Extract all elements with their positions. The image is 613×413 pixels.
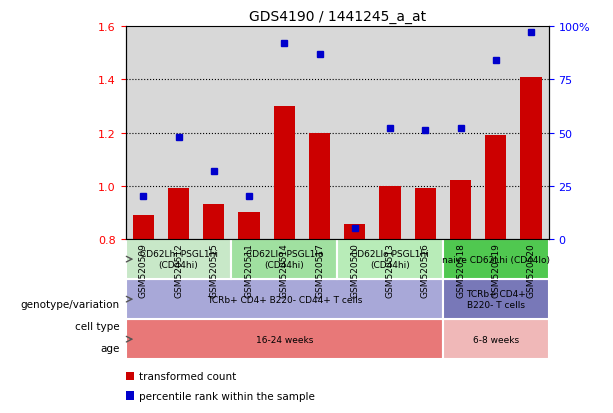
Bar [520,77,542,240]
Text: GSM520519: GSM520519 [491,242,500,297]
Text: GSM520513: GSM520513 [386,242,395,297]
Text: CD62Llo PSGL1hi
(CD44hi): CD62Llo PSGL1hi (CD44hi) [351,250,429,269]
Text: cell type: cell type [75,321,120,331]
Text: age: age [100,343,120,353]
Text: GSM520520: GSM520520 [527,242,536,297]
Bar [443,280,549,319]
Text: GSM520518: GSM520518 [456,242,465,297]
Bar [204,205,224,240]
Bar [126,319,443,359]
Bar [345,225,365,240]
Bar [414,189,436,240]
Bar [379,186,401,240]
Text: GSM520515: GSM520515 [209,242,218,297]
Text: TCRb+ CD4+
B220- T cells: TCRb+ CD4+ B220- T cells [466,290,525,309]
Text: GSM520517: GSM520517 [315,242,324,297]
Text: transformed count: transformed count [139,371,237,381]
Text: GSM520516: GSM520516 [421,242,430,297]
Text: CD62Lhi PSGL1hi
(CD44hi): CD62Lhi PSGL1hi (CD44hi) [140,250,218,269]
Title: GDS4190 / 1441245_a_at: GDS4190 / 1441245_a_at [249,10,425,24]
Bar [450,181,471,240]
Bar [126,240,232,280]
Text: GSM520509: GSM520509 [139,242,148,297]
Bar [337,240,443,280]
Bar [309,133,330,240]
Bar [132,216,154,240]
Text: 6-8 weeks: 6-8 weeks [473,335,519,344]
Text: GSM520514: GSM520514 [280,242,289,297]
Text: naive CD62Lhi (CD44lo): naive CD62Lhi (CD44lo) [442,255,550,264]
Text: genotype/variation: genotype/variation [20,299,120,309]
Bar [238,213,260,240]
Bar [126,280,443,319]
Text: GSM520511: GSM520511 [245,242,254,297]
Text: GSM520510: GSM520510 [350,242,359,297]
Bar [485,136,506,240]
Text: CD62Llo PSGL1lo
(CD44hi): CD62Llo PSGL1lo (CD44hi) [246,250,323,269]
Bar [232,240,337,280]
Bar [168,189,189,240]
Text: 16-24 weeks: 16-24 weeks [256,335,313,344]
Text: TCRb+ CD4+ B220- CD44+ T cells: TCRb+ CD4+ B220- CD44+ T cells [207,295,362,304]
Text: GSM520512: GSM520512 [174,242,183,297]
Bar [443,240,549,280]
Text: percentile rank within the sample: percentile rank within the sample [139,391,315,401]
Bar [273,107,295,240]
Bar [443,319,549,359]
